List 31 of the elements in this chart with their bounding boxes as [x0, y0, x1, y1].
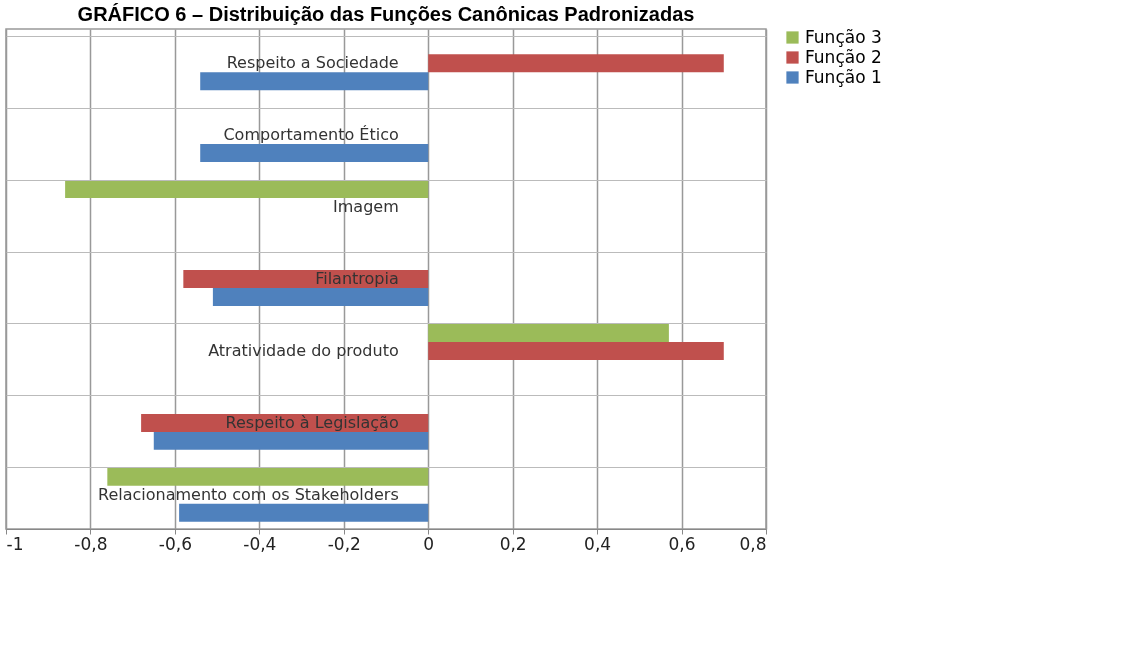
legend-label: Função 3	[805, 26, 882, 47]
bar	[200, 144, 429, 163]
x-tick-label: -0,2	[327, 533, 361, 554]
bar	[428, 54, 724, 73]
legend-label: Função 1	[805, 66, 882, 87]
x-tick-label: 0,2	[499, 533, 527, 554]
y-tick-label: Atratividade do produto	[208, 340, 399, 360]
bar	[107, 467, 429, 486]
x-tick-label: 0,4	[584, 533, 612, 554]
y-tick-label: Respeito à Legislação	[225, 412, 399, 432]
y-tick-label: Relacionamento com os Stakeholders	[98, 484, 399, 504]
x-tick-label: 0	[423, 533, 435, 554]
x-tick-label: -0,6	[158, 533, 192, 554]
legend-label: Função 2	[805, 46, 882, 67]
y-tick-label: Filantropia	[315, 269, 399, 288]
x-tick-label: -0,4	[243, 533, 277, 554]
x-tick-label: 0,8	[739, 533, 767, 554]
y-tick-label: Imagem	[333, 197, 399, 217]
bar	[428, 341, 724, 360]
y-tick-label: Comportamento Ético	[223, 125, 399, 145]
bar	[153, 431, 429, 450]
x-tick-label: 0,6	[668, 533, 696, 554]
bar	[428, 323, 669, 342]
bar	[200, 72, 429, 91]
x-tick-label: -0,8	[74, 533, 108, 554]
bar	[212, 287, 429, 306]
bar	[179, 503, 429, 522]
y-tick-label: Respeito a Sociedade	[226, 53, 399, 73]
chart-title: GRÁFICO 6 – Distribuição das Funções Canônicas Padronizadas	[77, 3, 695, 25]
bar	[65, 180, 429, 199]
x-tick-label: -1	[6, 533, 24, 554]
